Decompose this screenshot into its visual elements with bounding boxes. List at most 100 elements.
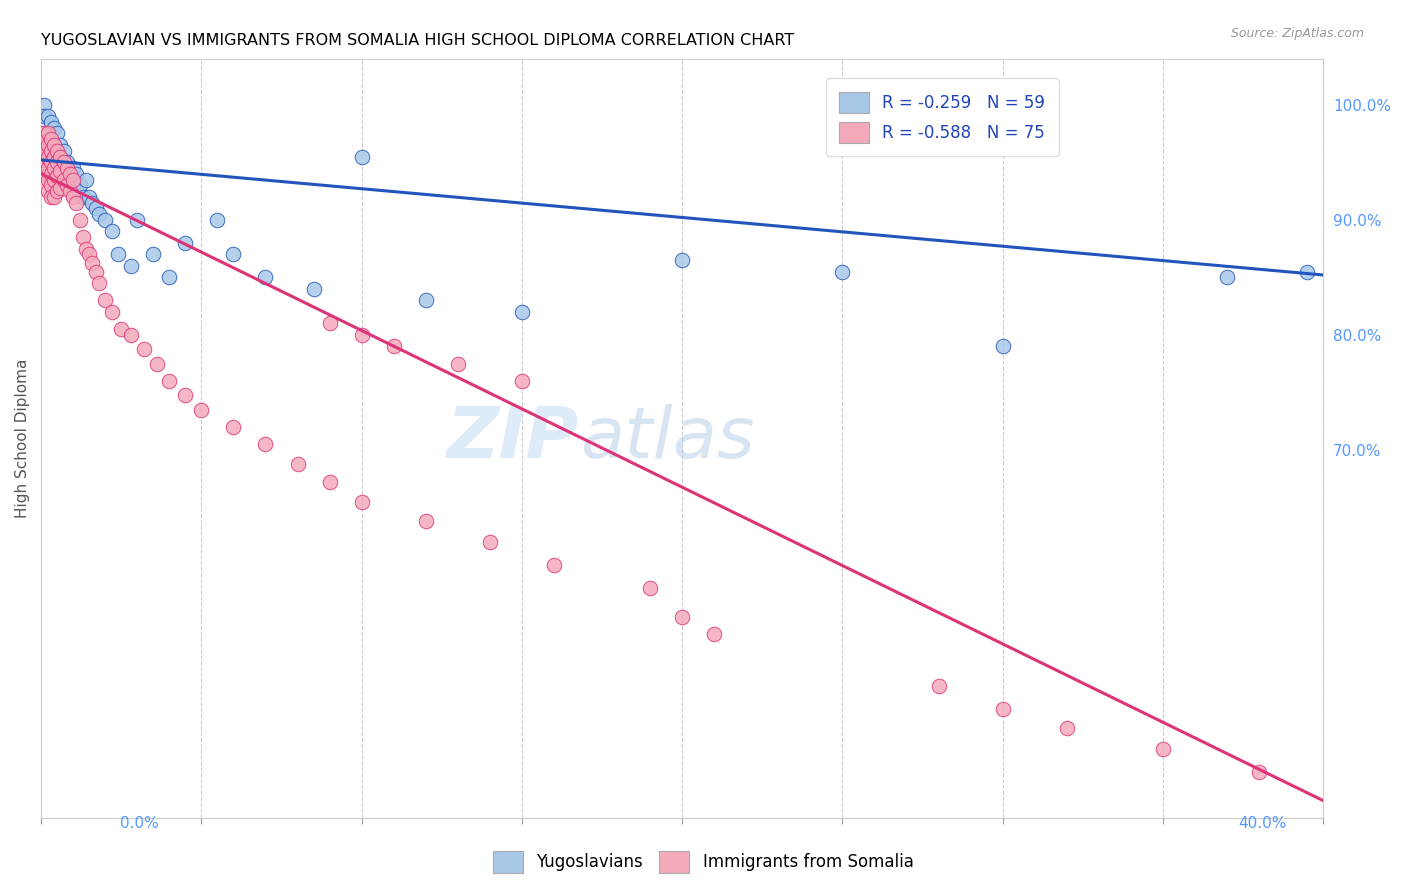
Point bbox=[46, 161, 69, 175]
Point bbox=[382, 339, 405, 353]
Point bbox=[222, 420, 245, 434]
Text: ZIP: ZIP bbox=[447, 404, 579, 473]
Point bbox=[37, 184, 59, 198]
Point bbox=[415, 293, 437, 308]
Point bbox=[1056, 721, 1078, 735]
Point bbox=[62, 161, 84, 175]
Point bbox=[671, 253, 693, 268]
Point bbox=[59, 167, 82, 181]
Point bbox=[42, 138, 65, 153]
Point bbox=[928, 679, 950, 693]
Point bbox=[157, 270, 180, 285]
Point bbox=[62, 172, 84, 186]
Point bbox=[52, 155, 75, 169]
Point bbox=[34, 144, 56, 158]
Point bbox=[132, 342, 155, 356]
Point bbox=[46, 184, 69, 198]
Point bbox=[39, 144, 62, 158]
Point bbox=[510, 374, 533, 388]
Point bbox=[991, 701, 1014, 715]
Point bbox=[318, 316, 340, 330]
Point bbox=[100, 224, 122, 238]
Point bbox=[34, 135, 56, 149]
Point bbox=[55, 172, 77, 186]
Point bbox=[37, 127, 59, 141]
Point bbox=[222, 247, 245, 261]
Point bbox=[318, 475, 340, 489]
Point bbox=[190, 402, 212, 417]
Point bbox=[39, 127, 62, 141]
Point bbox=[94, 293, 117, 308]
Point bbox=[37, 161, 59, 175]
Point bbox=[49, 164, 72, 178]
Point bbox=[49, 180, 72, 194]
Point bbox=[82, 195, 104, 210]
Point bbox=[127, 212, 149, 227]
Point bbox=[84, 264, 107, 278]
Point bbox=[34, 167, 56, 181]
Point bbox=[120, 327, 142, 342]
Point bbox=[46, 144, 69, 158]
Point bbox=[49, 138, 72, 153]
Point bbox=[39, 172, 62, 186]
Point bbox=[34, 155, 56, 169]
Legend: R = -0.259   N = 59, R = -0.588   N = 75: R = -0.259 N = 59, R = -0.588 N = 75 bbox=[825, 78, 1059, 156]
Point bbox=[82, 256, 104, 270]
Point bbox=[37, 138, 59, 153]
Point bbox=[75, 172, 97, 186]
Point bbox=[52, 178, 75, 193]
Point bbox=[39, 190, 62, 204]
Point bbox=[447, 357, 470, 371]
Point bbox=[87, 207, 110, 221]
Point bbox=[120, 259, 142, 273]
Point bbox=[145, 357, 167, 371]
Point bbox=[55, 161, 77, 175]
Point bbox=[42, 172, 65, 186]
Point bbox=[543, 558, 565, 572]
Point bbox=[55, 178, 77, 193]
Point bbox=[991, 339, 1014, 353]
Point bbox=[69, 178, 91, 193]
Point bbox=[703, 627, 725, 641]
Point bbox=[34, 127, 56, 141]
Point bbox=[46, 155, 69, 169]
Point bbox=[142, 247, 165, 261]
Point bbox=[1152, 742, 1174, 756]
Point bbox=[39, 115, 62, 129]
Point bbox=[59, 184, 82, 198]
Point bbox=[39, 178, 62, 193]
Point bbox=[42, 161, 65, 175]
Point bbox=[37, 109, 59, 123]
Point bbox=[34, 144, 56, 158]
Point bbox=[72, 190, 94, 204]
Point bbox=[52, 144, 75, 158]
Point bbox=[46, 144, 69, 158]
Point bbox=[415, 514, 437, 528]
Point bbox=[254, 270, 277, 285]
Point bbox=[65, 167, 87, 181]
Point bbox=[174, 235, 197, 250]
Point bbox=[87, 276, 110, 290]
Point bbox=[52, 161, 75, 175]
Point bbox=[34, 127, 56, 141]
Point bbox=[39, 167, 62, 181]
Point bbox=[37, 161, 59, 175]
Point bbox=[34, 109, 56, 123]
Text: atlas: atlas bbox=[579, 404, 754, 473]
Point bbox=[831, 264, 853, 278]
Point bbox=[638, 581, 661, 595]
Point bbox=[62, 190, 84, 204]
Point bbox=[65, 195, 87, 210]
Point bbox=[34, 97, 56, 112]
Point bbox=[39, 138, 62, 153]
Point bbox=[157, 374, 180, 388]
Point bbox=[174, 387, 197, 401]
Point bbox=[110, 322, 132, 336]
Point bbox=[671, 609, 693, 624]
Point bbox=[100, 305, 122, 319]
Point bbox=[37, 144, 59, 158]
Point bbox=[55, 155, 77, 169]
Point bbox=[94, 212, 117, 227]
Point bbox=[49, 149, 72, 163]
Point bbox=[42, 190, 65, 204]
